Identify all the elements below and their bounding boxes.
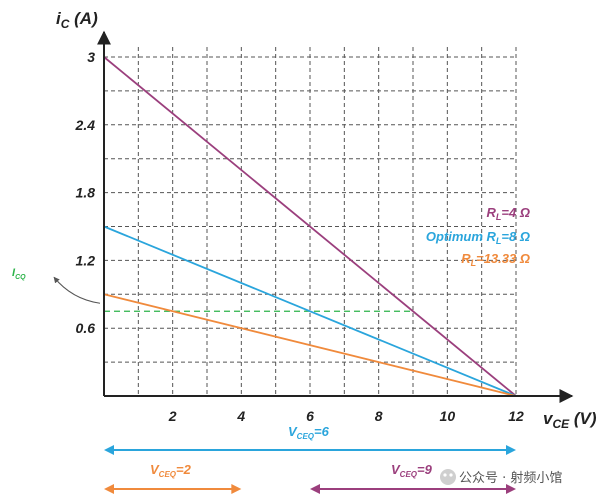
icq-label-sub: CQ	[15, 274, 26, 281]
series-labels: RL=4 Ω Optimum RL=8 Ω RL=13.33 Ω	[426, 205, 530, 268]
vceq-annotations	[104, 445, 516, 494]
x-tick-label: 2	[168, 408, 177, 424]
tick-labels: 2 4 6 8 10 12 0.6 1.2 1.8 2.4 3	[75, 49, 524, 424]
y-axis-title-main: i	[56, 9, 62, 28]
series-label-rl8: Optimum RL=8 Ω	[426, 229, 530, 246]
icq-group: ICQ	[12, 267, 413, 312]
watermark-logo-icon	[440, 469, 456, 485]
y-axis-title-sub: C	[61, 17, 70, 31]
grid	[104, 47, 517, 396]
series-label-rl1333: RL=13.33 Ω	[461, 251, 530, 268]
vceq-arrowhead-right-v6	[506, 445, 516, 455]
vceq9-label-main: V	[391, 462, 401, 477]
vceq2-label-main: V	[150, 462, 160, 477]
x-axis-title-sub: CE	[552, 417, 570, 431]
vceq6-label-value: =6	[314, 424, 330, 439]
vceq-arrowhead-right-v2	[231, 484, 242, 494]
y-tick-label: 0.6	[76, 320, 96, 336]
vceq2-label: VCEQ=2	[150, 462, 192, 479]
series-label-rl1333-sub: L	[471, 258, 477, 268]
series-label-rl4-sub: L	[496, 212, 502, 222]
series-line-rl8	[103, 225, 517, 397]
x-tick-label: 8	[375, 408, 383, 424]
x-axis-title-unit: (V)	[569, 409, 597, 428]
vceq9-label-value: =9	[417, 462, 433, 477]
vceq9-label: VCEQ=9	[391, 462, 433, 479]
series-line-rl1333	[103, 293, 517, 397]
series-label-rl8-value: =8 Ω	[501, 229, 530, 244]
x-tick-label: 10	[440, 408, 456, 424]
y-tick-label: 3	[87, 49, 95, 65]
y-axis-title: iC (A)	[56, 9, 98, 31]
series-label-rl1333-main: R	[461, 251, 471, 266]
vceq-labels: VCEQ=6 VCEQ=2 VCEQ=9	[150, 424, 433, 479]
series-label-rl4: RL=4 Ω	[487, 205, 530, 222]
series-label-rl4-main: R	[487, 205, 497, 220]
watermark: 公众号 · 射频小馆	[440, 469, 562, 486]
y-tick-label: 2.4	[75, 117, 96, 133]
vceq-arrowhead-left-v6	[104, 445, 114, 455]
series-line-rl4	[103, 56, 517, 397]
icq-label-main: I	[12, 267, 16, 279]
x-axis-title: vCE (V)	[543, 409, 597, 431]
vceq-arrowhead-left-v2	[104, 484, 114, 494]
x-tick-label: 12	[508, 408, 524, 424]
icq-label: ICQ	[12, 267, 26, 281]
vceq-arrowhead-left-v9	[310, 484, 320, 494]
watermark-logo-eye-right	[449, 473, 453, 477]
y-tick-label: 1.8	[76, 185, 96, 201]
y-tick-label: 1.2	[76, 252, 96, 268]
vceq6-label: VCEQ=6	[288, 424, 330, 441]
watermark-logo-eye-left	[443, 473, 447, 477]
vceq-arrowhead-right-v9	[506, 484, 516, 494]
vceq6-label-sub: CEQ	[297, 432, 315, 441]
x-tick-label: 6	[306, 408, 314, 424]
axes	[97, 30, 574, 403]
series-lines	[103, 56, 517, 397]
y-axis-title-unit: (A)	[69, 9, 98, 28]
series-label-rl1333-value: =13.33 Ω	[476, 251, 530, 266]
x-tick-label: 4	[236, 408, 245, 424]
series-label-rl4-value: =4 Ω	[501, 205, 530, 220]
icq-pointer-arrow	[53, 276, 101, 304]
vceq6-label-main: V	[288, 424, 298, 439]
watermark-text: 公众号 · 射频小馆	[459, 470, 562, 486]
vceq2-label-value: =2	[176, 462, 192, 477]
vceq2-label-sub: CEQ	[159, 470, 177, 479]
series-label-rl8-main: Optimum R	[426, 229, 497, 244]
vceq9-label-sub: CEQ	[400, 470, 418, 479]
series-label-rl8-sub: L	[496, 236, 502, 246]
x-axis-title-main: v	[543, 409, 554, 428]
